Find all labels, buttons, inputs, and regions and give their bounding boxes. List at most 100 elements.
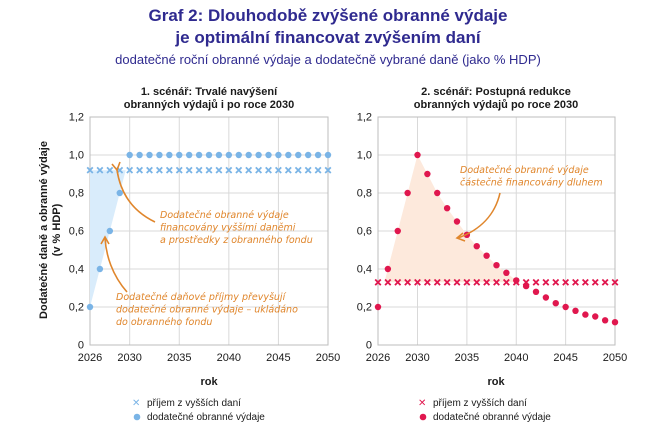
left-spending-point (176, 151, 183, 159)
left-tax-point (126, 166, 134, 174)
right-y-tick-label: 1,0 (357, 150, 372, 162)
right-spending-point (483, 252, 490, 259)
left-spending-point (304, 151, 312, 159)
left-annotation-1-line: Dodatečné obranné výdaje (160, 210, 289, 221)
left-x-tick-label: 2035 (167, 352, 191, 364)
right-spending-point (503, 269, 510, 276)
left-x-tick-label: 2030 (117, 352, 141, 364)
right-annotation-line: Dodatečné obranné výdaje (460, 165, 589, 176)
left-tax-point (195, 166, 203, 174)
left-tax-point (106, 166, 114, 174)
panel-left-title-line2: obranných výdajů i po roce 2030 (124, 99, 295, 111)
left-annotation-1-line: a prostředky z obranného fondu (160, 235, 313, 246)
left-spending-point (106, 227, 114, 235)
left-spending-point (265, 151, 272, 159)
legend-right-label-taxes: příjem z vyšších daní (433, 398, 527, 409)
chart-title-line1: Graf 2: Dlouhodobě zvýšené obranné výdaj… (148, 6, 508, 25)
left-y-tick-label: 1,2 (69, 112, 84, 124)
left-spending-point (255, 151, 262, 159)
left-spending-point (116, 189, 123, 197)
right-tax-point (423, 278, 431, 286)
left-spending-point (86, 303, 94, 311)
right-spending-point (493, 262, 500, 269)
panel-left: 1. scénář: Trvalé navýšení obranných výd… (69, 86, 341, 388)
right-tax-point (502, 278, 510, 286)
left-spending-point (324, 151, 332, 159)
right-spending-point (601, 317, 609, 324)
left-annotation-1-arrowhead (111, 161, 121, 172)
right-spending-point (424, 170, 431, 178)
left-tax-point (225, 166, 233, 174)
right-y-tick-label: 0,6 (357, 226, 372, 238)
right-y-tick-label: 1,2 (357, 112, 372, 124)
right-tax-point (443, 278, 451, 286)
right-spending-point (532, 288, 540, 295)
left-tax-point (284, 166, 292, 174)
left-tax-point (146, 166, 153, 174)
right-y-tick-label: 0,4 (357, 264, 372, 276)
legend-left-x-marker: ✕ (132, 398, 140, 409)
left-spending-point (195, 151, 203, 159)
left-tax-point (86, 166, 94, 174)
left-spending-point (156, 151, 163, 159)
right-spending-point (374, 303, 382, 311)
left-y-tick-label: 0 (78, 340, 84, 352)
right-annotation-arrowhead (455, 232, 466, 242)
legend-left-label-taxes: příjem z vyšších daní (147, 398, 241, 409)
left-tax-point (205, 166, 213, 174)
panel-left-title-line1: 1. scénář: Trvalé navýšení (141, 86, 278, 98)
right-spending-point (404, 189, 411, 197)
left-spending-point (245, 151, 252, 159)
right-y-tick-label: 0,2 (357, 302, 372, 314)
y-axis-label-line1: Dodatečné daně a obranné výdaje (38, 141, 50, 319)
right-tax-point (374, 278, 382, 286)
left-tax-point (235, 166, 243, 174)
right-spending-point (414, 151, 421, 159)
right-spending-point (552, 300, 559, 307)
right-tax-point (601, 278, 609, 286)
right-x-tick-label: 2030 (405, 352, 429, 364)
right-spending-point (513, 277, 520, 284)
right-spending-point (453, 218, 461, 225)
left-spending-point (314, 151, 322, 159)
right-tax-point (394, 278, 402, 286)
left-y-tick-label: 0,4 (69, 264, 84, 276)
right-annotation-line: částečně financovány dluhem (460, 178, 603, 189)
left-tax-point (255, 166, 263, 174)
right-spending-point (611, 319, 619, 326)
right-plot-frame (377, 116, 616, 346)
right-tax-point (591, 278, 599, 286)
left-y-tick-label: 0,6 (69, 226, 84, 238)
panel-right: 2. scénář: Postupná redukce obranných vý… (357, 86, 628, 388)
left-spending-point (295, 151, 302, 159)
left-x-tick-label: 2050 (316, 352, 340, 364)
legend-left-dot-marker (133, 413, 141, 421)
left-spending-point (136, 151, 143, 159)
right-tax-point (562, 278, 570, 286)
left-spending-point (126, 151, 133, 159)
right-x-tick-label: 2026 (366, 352, 390, 364)
right-y-tick-label: 0,8 (357, 188, 372, 200)
right-tax-point (581, 278, 589, 286)
right-tax-point (552, 278, 560, 286)
right-spending-point (582, 311, 589, 318)
left-annotation-2-line: do obranného fondu (116, 317, 212, 328)
right-x-tick-label: 2050 (603, 352, 627, 364)
right-tax-point (433, 278, 441, 286)
left-spending-point (185, 151, 193, 159)
left-spending-point (285, 151, 292, 159)
left-tax-point (265, 166, 272, 174)
right-tax-point (611, 278, 619, 286)
legend-left: ✕ příjem z vyšších daní dodatečné obrann… (132, 398, 265, 423)
right-tax-point (404, 278, 412, 286)
right-spending-point (522, 282, 530, 290)
left-x-tick-label: 2045 (266, 352, 290, 364)
right-tax-point (453, 278, 461, 286)
legend-left-label-spending: dodatečné obranné výdaje (147, 412, 265, 423)
left-tax-point (136, 166, 144, 174)
legend-right: ✕ příjem z vyšších daní dodatečné obrann… (418, 398, 551, 423)
left-tax-point (304, 166, 312, 174)
right-spending-point (562, 303, 569, 311)
left-shaded-area (90, 170, 126, 307)
